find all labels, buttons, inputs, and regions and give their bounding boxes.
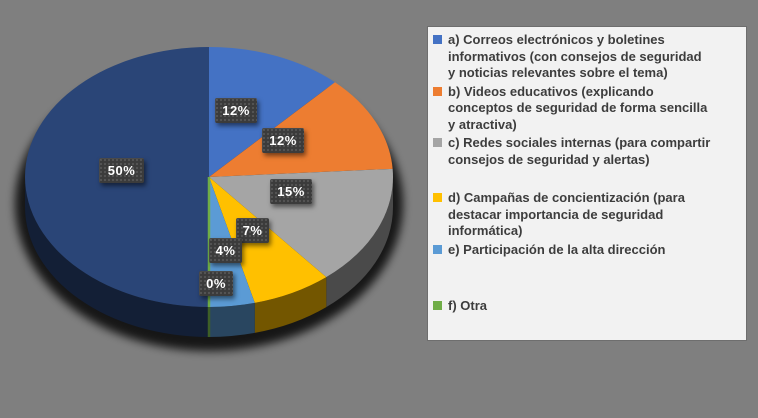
legend-swatch-a bbox=[433, 35, 442, 44]
legend-swatch-d bbox=[433, 193, 442, 202]
legend-item-f: f) Otra bbox=[433, 298, 740, 315]
pie-rim bbox=[25, 177, 393, 337]
legend-blank-entry bbox=[433, 170, 740, 190]
legend-swatch-b bbox=[433, 86, 442, 96]
legend-swatch-e bbox=[433, 244, 442, 254]
legend-item-d: d) Campañas de concientización (para des… bbox=[433, 190, 740, 240]
legend-label-e: e) Participación de la alta dirección bbox=[448, 241, 666, 257]
data-label-c-15pct: 15% bbox=[270, 179, 312, 204]
legend-label-f: f) Otra bbox=[448, 298, 487, 313]
data-label-e-4pct: 4% bbox=[209, 238, 242, 263]
legend-blank-entry bbox=[433, 260, 740, 298]
legend-label-c: c) Redes sociales internas (para compart… bbox=[448, 135, 711, 167]
legend: a) Correos electrónicos y boletines info… bbox=[427, 26, 747, 341]
legend-swatch-c bbox=[433, 138, 442, 147]
legend-item-a: a) Correos electrónicos y boletines info… bbox=[433, 32, 740, 82]
legend-swatch-f bbox=[433, 301, 442, 310]
legend-label-b: b) Videos educativos (explicando concept… bbox=[448, 83, 708, 132]
data-label-a-12pct: 12% bbox=[215, 98, 257, 123]
legend-item-c: c) Redes sociales internas (para compart… bbox=[433, 135, 740, 168]
legend-label-d: d) Campañas de concientización (para des… bbox=[448, 190, 685, 238]
data-label-50pct: 50% bbox=[99, 158, 144, 183]
legend-item-b: b) Videos educativos (explicando concept… bbox=[433, 84, 740, 134]
data-label-b-12pct: 12% bbox=[262, 128, 304, 153]
legend-item-e: e) Participación de la alta dirección bbox=[433, 242, 740, 259]
legend-label-a: a) Correos electrónicos y boletines info… bbox=[448, 32, 702, 80]
data-label-f-0pct: 0% bbox=[199, 271, 233, 296]
